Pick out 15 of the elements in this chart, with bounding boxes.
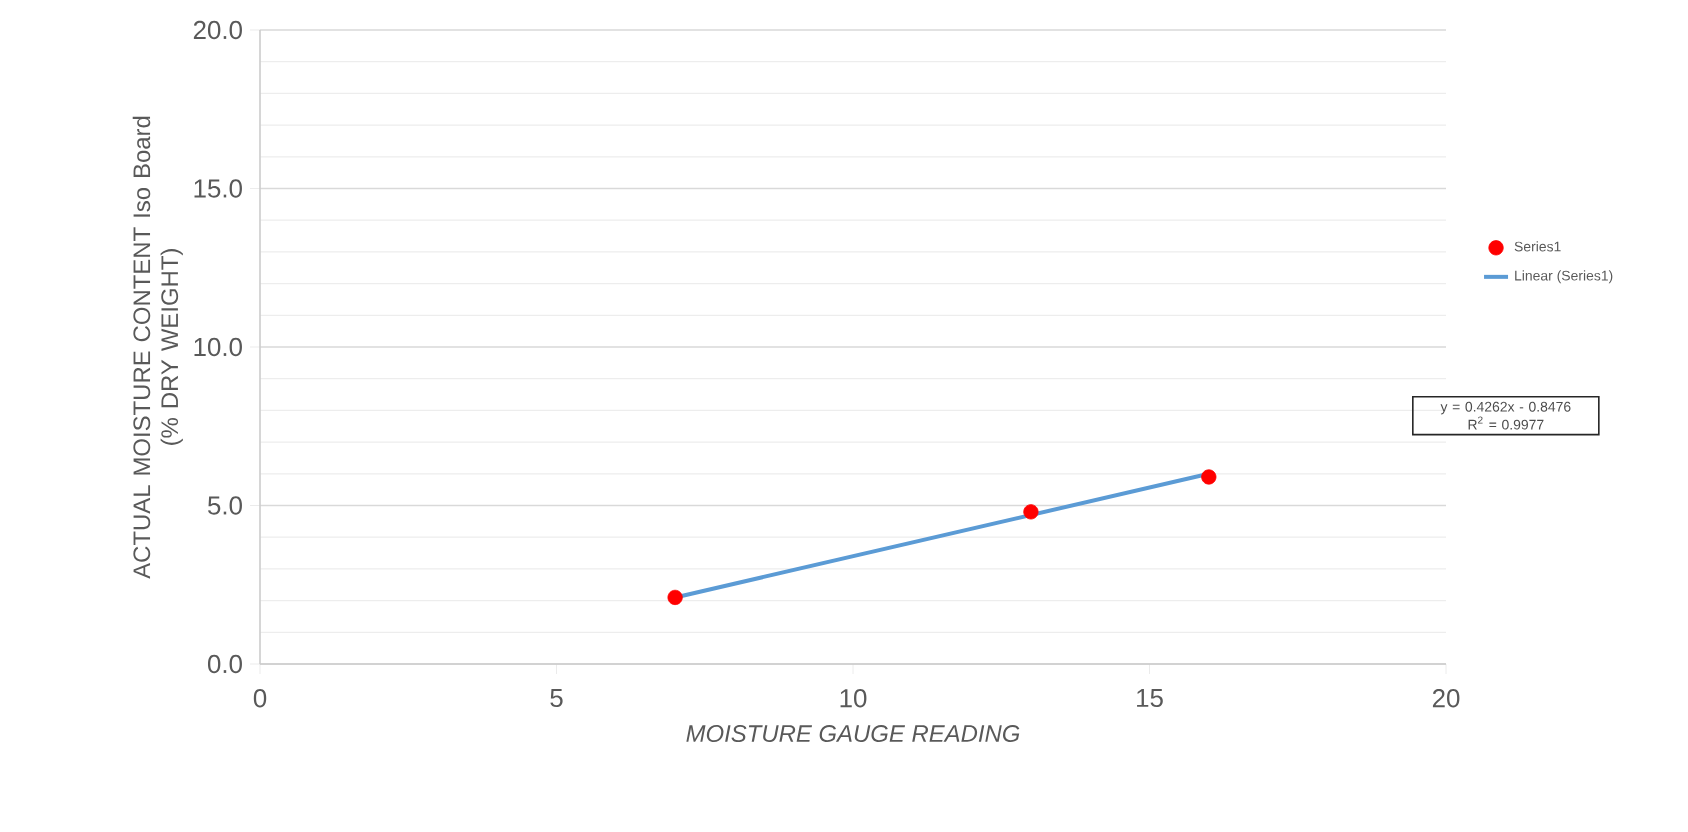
x-tick-label: 15 <box>1137 689 1163 708</box>
x-tick-label: 20 <box>1432 689 1460 708</box>
point <box>1023 504 1039 520</box>
y-tick-label: 15.0 <box>194 179 242 198</box>
y-tick-label: 10.0 <box>194 337 242 357</box>
y-tick-label: 0.0 <box>207 654 242 674</box>
x-axis-title: MOISTURE GAUGE READING <box>686 725 1020 742</box>
point <box>667 589 683 606</box>
y-tick-label: 20.0 <box>193 20 242 40</box>
y-axis-title: ACTUAL MOISTURE CONTENT Iso Board (% DRY WEIGHT) <box>132 116 183 579</box>
point <box>1201 469 1217 485</box>
x-tick-label: 0 <box>253 689 267 708</box>
x-tick-label: 10 <box>840 689 867 708</box>
x-tick-label: 5 <box>550 689 563 708</box>
y-tick-label: 5.0 <box>207 496 242 515</box>
